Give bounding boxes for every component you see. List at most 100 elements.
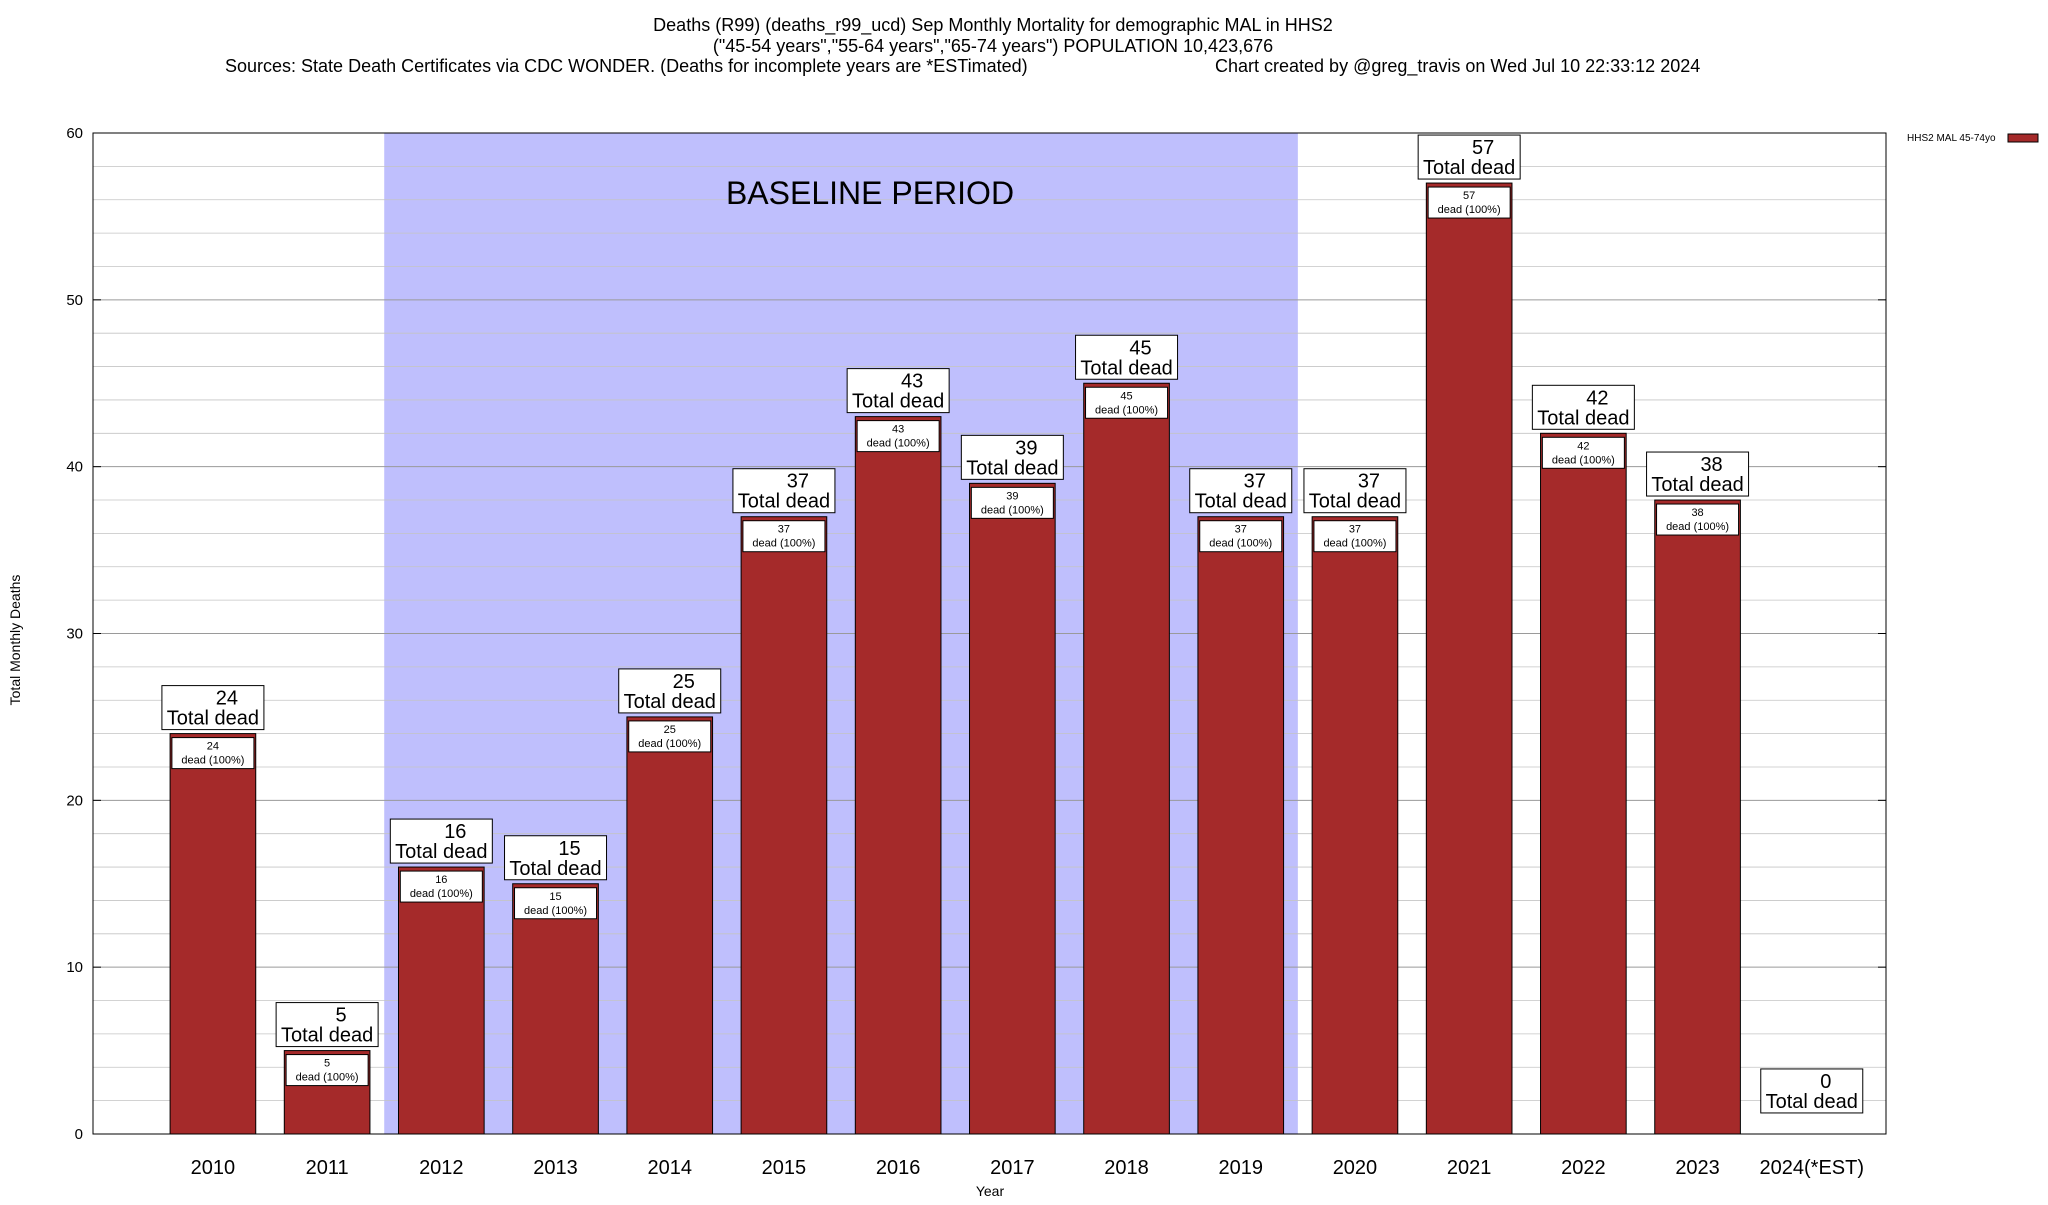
bar-inner-label-box: [514, 887, 598, 920]
x-tick-label: 2015: [762, 1157, 807, 1179]
bar-total-text-label: Total dead: [1766, 1091, 1858, 1113]
bar-inner-value-label: 43: [892, 424, 904, 436]
bar-total-value-label: 25: [673, 671, 695, 693]
bar-inner-value-label: 39: [1006, 490, 1018, 502]
bar-total-label-box: [846, 368, 950, 414]
baseline-period-label: BASELINE PERIOD: [726, 175, 1014, 211]
bar-total-label-box: [1189, 468, 1293, 514]
bar-total-text-label: Total dead: [509, 858, 601, 880]
bar-inner-percent-label: dead (100%): [752, 538, 815, 550]
bar-total-label-box: [389, 818, 493, 864]
bar: [512, 883, 599, 1135]
bar-inner-value-label: 16: [435, 874, 447, 886]
bar-total-label-box: [732, 468, 836, 514]
bar: [169, 733, 257, 1135]
bar-total-text-label: Total dead: [738, 491, 830, 513]
bar-total-label-box: [161, 685, 265, 731]
bar: [397, 866, 485, 1135]
bar-inner-percent-label: dead (100%): [1438, 204, 1501, 216]
bar-inner-label-box: [1085, 386, 1169, 419]
bar-inner-value-label: 57: [1463, 190, 1475, 202]
bar-inner-value-label: 37: [1235, 524, 1247, 536]
bar-inner-value-label: 24: [207, 741, 219, 753]
bar-total-text-label: Total dead: [1651, 474, 1743, 496]
bar-total-text-label: Total dead: [1537, 407, 1629, 429]
bar-total-value-label: 43: [901, 371, 923, 393]
bar: [626, 716, 714, 1135]
x-tick-label: 2012: [419, 1157, 464, 1179]
x-tick-label: 2016: [876, 1157, 921, 1179]
bar-total-value-label: 37: [1244, 471, 1266, 493]
y-tick-label: 0: [75, 1126, 83, 1143]
chart-title-line-2: ("45-54 years","55-64 years","65-74 year…: [713, 36, 1273, 56]
bar-inner-label-box: [1427, 186, 1511, 219]
plot-frame: [92, 132, 1887, 1135]
bar-inner-percent-label: dead (100%): [638, 738, 701, 750]
y-axis-label: Total Monthly Deaths: [7, 575, 23, 706]
bar-inner-label-box: [1656, 503, 1740, 536]
bar-inner-label-box: [1199, 520, 1283, 553]
legend-swatch: [2007, 133, 2039, 143]
x-tick-label: 2020: [1333, 1157, 1378, 1179]
bar-total-text-label: Total dead: [395, 841, 487, 863]
bar-total-label-box: [1075, 334, 1179, 380]
bar-total-value-label: 37: [787, 471, 809, 493]
bar-total-label-box: [960, 434, 1064, 480]
x-tick-label: 2021: [1447, 1157, 1492, 1179]
bar-total-text-label: Total dead: [1423, 157, 1515, 179]
bar-total-label-box: [1760, 1068, 1864, 1114]
bar-total-text-label: Total dead: [852, 391, 944, 413]
bar-total-label-box: [618, 668, 722, 714]
bar-total-value-label: 45: [1129, 337, 1151, 359]
bar-total-text-label: Total dead: [1195, 491, 1287, 513]
x-tick-label: 2019: [1218, 1157, 1263, 1179]
x-tick-label: 2014: [647, 1157, 692, 1179]
bar-inner-label-box: [171, 737, 255, 770]
bar-inner-percent-label: dead (100%): [981, 504, 1044, 516]
bar-total-label-box: [1303, 468, 1407, 514]
bar-inner-label-box: [970, 486, 1054, 519]
bar-inner-value-label: 42: [1577, 440, 1589, 452]
bar: [1311, 516, 1399, 1135]
bar-total-value-label: 42: [1586, 387, 1608, 409]
bar-total-text-label: Total dead: [966, 457, 1058, 479]
bar-total-value-label: 57: [1472, 137, 1494, 159]
chart-credit: Chart created by @greg_travis on Wed Jul…: [1215, 56, 1700, 77]
bar-inner-percent-label: dead (100%): [1095, 404, 1158, 416]
bar-total-text-label: Total dead: [624, 691, 716, 713]
bar-total-value-label: 38: [1700, 454, 1722, 476]
bar: [1654, 499, 1741, 1135]
bar-inner-label-box: [1313, 520, 1397, 553]
bar: [1540, 432, 1627, 1135]
bar: [854, 416, 942, 1135]
bar-inner-value-label: 38: [1691, 507, 1703, 519]
bar-total-value-label: 39: [1015, 437, 1037, 459]
bar-inner-percent-label: dead (100%): [1552, 454, 1615, 466]
x-tick-label: 2024(*EST): [1760, 1157, 1865, 1179]
bar-inner-percent-label: dead (100%): [524, 905, 587, 917]
bar-total-text-label: Total dead: [1080, 357, 1172, 379]
bar-total-value-label: 16: [444, 821, 466, 843]
bar-inner-label-box: [628, 720, 712, 753]
bar-inner-value-label: 37: [778, 524, 790, 536]
bar-inner-percent-label: dead (100%): [1323, 538, 1386, 550]
bar-inner-percent-label: dead (100%): [296, 1072, 359, 1084]
bar-total-value-label: 15: [558, 838, 580, 860]
bar-total-text-label: Total dead: [167, 708, 259, 730]
bar: [1197, 516, 1285, 1135]
bar-total-label-box: [1417, 134, 1521, 180]
bar-total-label-box: [1646, 451, 1750, 497]
x-tick-label: 2013: [533, 1157, 578, 1179]
bar-inner-percent-label: dead (100%): [1209, 538, 1272, 550]
y-tick-label: 20: [66, 792, 83, 809]
bar-total-value-label: 0: [1820, 1071, 1831, 1093]
bar-inner-percent-label: dead (100%): [410, 888, 473, 900]
bar-total-label-box: [1531, 384, 1635, 430]
bar-inner-value-label: 37: [1349, 524, 1361, 536]
bar-inner-value-label: 25: [664, 724, 676, 736]
chart-title-line-1: Deaths (R99) (deaths_r99_ucd) Sep Monthl…: [653, 15, 1333, 36]
bar: [1083, 382, 1170, 1135]
bar-inner-label-box: [856, 420, 940, 453]
